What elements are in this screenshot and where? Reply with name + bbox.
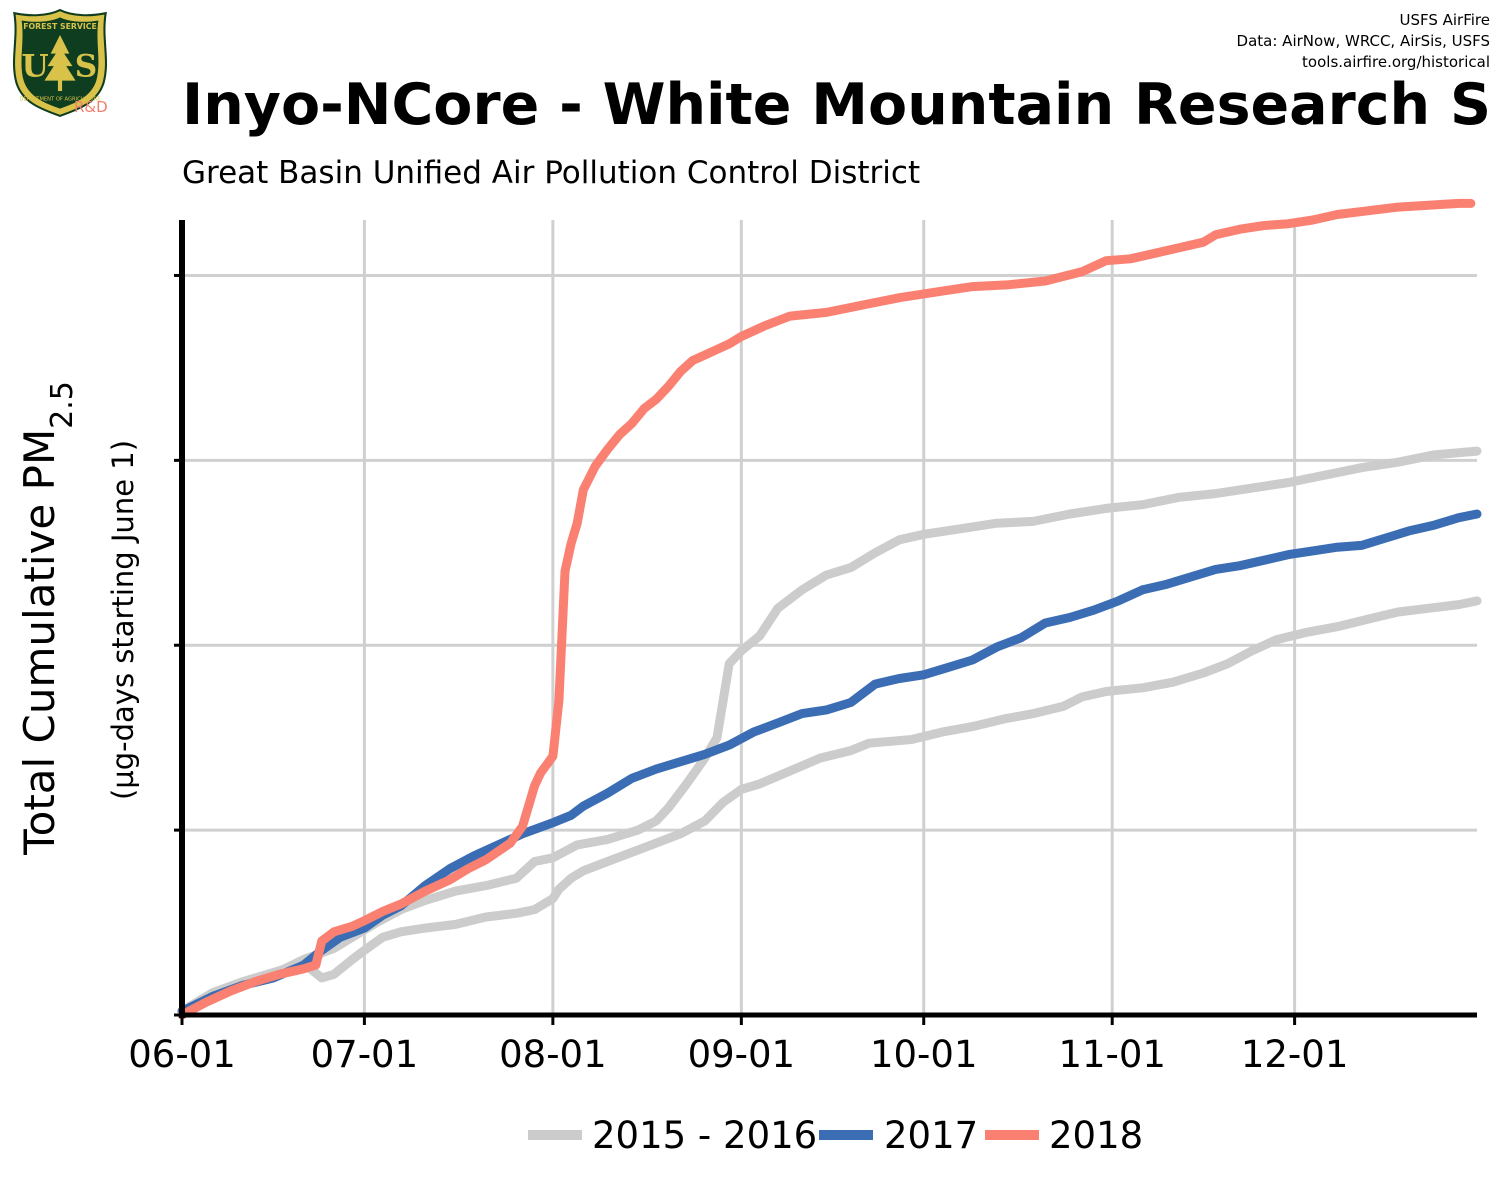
shield-icon: FOREST SERVICE U S DEPARTMENT OF AGRICUL…	[12, 8, 108, 118]
logo-lettering-bottom: DEPARTMENT OF AGRICULTURE	[19, 96, 100, 102]
credit-line: Data: AirNow, WRCC, AirSis, USFS	[1236, 32, 1490, 50]
logo-lettering-top: FOREST SERVICE	[23, 22, 97, 31]
credits: USFS AirFire Data: AirNow, WRCC, AirSis,…	[1237, 10, 1490, 73]
logo-letter-u: U	[22, 48, 49, 84]
forest-service-logo: FOREST SERVICE U S DEPARTMENT OF AGRICUL…	[8, 8, 112, 118]
y-axis-label-subscript: 2.5	[45, 381, 80, 429]
x-tick-label: 08-01	[499, 1033, 607, 1076]
series-line	[177, 596, 1482, 1016]
legend-label: 2017	[884, 1114, 978, 1157]
chart-subtitle: Great Basin Unified Air Pollution Contro…	[182, 155, 921, 191]
x-tick-label: 10-01	[870, 1033, 978, 1076]
logo-rd-label: R&D	[74, 98, 108, 116]
series-line	[177, 446, 1482, 1016]
x-tick-label: 12-01	[1241, 1033, 1349, 1076]
credit-line: tools.airfire.org/historical	[1302, 53, 1490, 71]
logo-letter-s: S	[75, 48, 97, 84]
tree-icon	[44, 34, 76, 92]
x-tick-label: 06-01	[128, 1033, 236, 1076]
y-axis-label: Total Cumulative PM2.5	[15, 381, 80, 856]
y-axis-secondary-label: (µg-days starting June 1)	[106, 440, 140, 800]
chart-title: Inyo-NCore - White Mountain Research S	[182, 72, 1491, 138]
legend-label: 2015 - 2016	[592, 1114, 817, 1157]
series-line	[177, 198, 1476, 1020]
legend-label: 2018	[1049, 1114, 1143, 1157]
x-tick-label: 07-01	[311, 1033, 419, 1076]
x-tick-label: 11-01	[1058, 1033, 1166, 1076]
credit-line: USFS AirFire	[1399, 11, 1490, 29]
x-tick-label: 09-01	[688, 1033, 796, 1076]
